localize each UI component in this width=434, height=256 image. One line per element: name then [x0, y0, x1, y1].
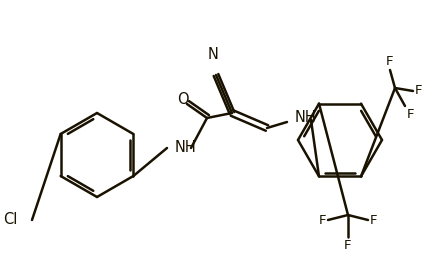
Text: Cl: Cl: [3, 212, 18, 228]
Text: F: F: [406, 108, 414, 121]
Text: F: F: [343, 239, 351, 252]
Text: N: N: [207, 47, 218, 62]
Text: F: F: [385, 55, 393, 68]
Text: O: O: [177, 92, 188, 108]
Text: NH: NH: [294, 111, 316, 125]
Text: NH: NH: [174, 141, 196, 155]
Text: F: F: [414, 84, 421, 98]
Text: F: F: [318, 214, 325, 227]
Text: F: F: [369, 214, 377, 227]
